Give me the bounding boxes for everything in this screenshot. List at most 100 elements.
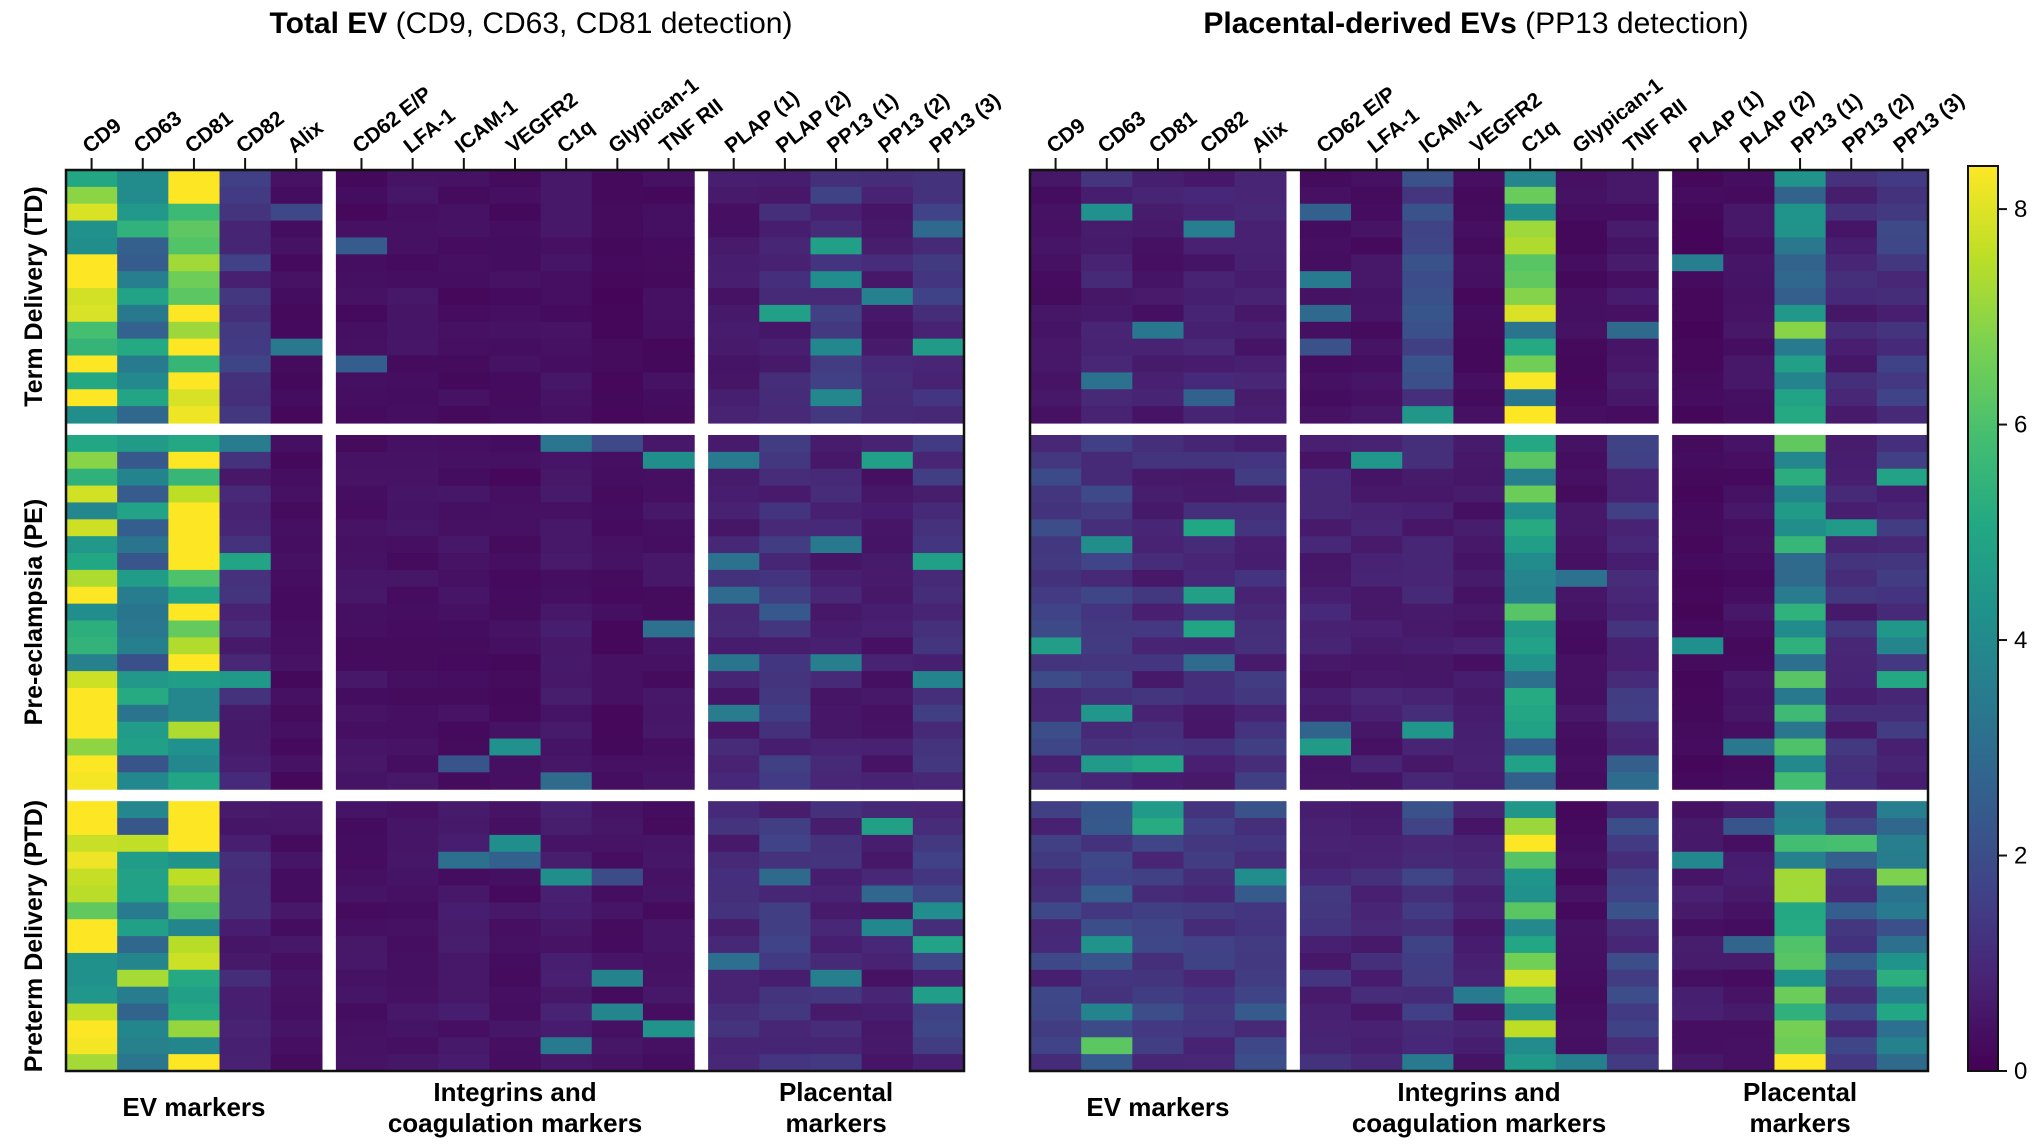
heatmap-cell: [1030, 536, 1082, 554]
heatmap-cell: [1876, 620, 1929, 638]
heatmap-cell: [1606, 986, 1659, 1005]
heatmap-cell: [1555, 721, 1608, 740]
heatmap-cell: [912, 755, 965, 773]
heatmap-cell: [270, 170, 323, 188]
heatmap-cell: [642, 355, 695, 373]
heatmap-cell: [810, 637, 863, 655]
heatmap-cell: [1876, 170, 1929, 188]
heatmap-cell: [1606, 186, 1659, 205]
heatmap-cell: [540, 1054, 593, 1072]
heatmap-cell: [270, 203, 323, 222]
heatmap-cell: [66, 569, 118, 588]
heatmap-cell: [861, 536, 914, 554]
heatmap-cell: [540, 237, 593, 255]
heatmap-cell: [1723, 586, 1776, 605]
heatmap-cell: [912, 851, 965, 870]
heatmap-cell: [1183, 1003, 1236, 1022]
heatmap-cell: [335, 952, 388, 971]
heatmap-cell: [335, 818, 388, 836]
heatmap-cell: [912, 203, 965, 222]
heatmap-cell: [1081, 254, 1133, 272]
heatmap-cell: [642, 372, 695, 390]
heatmap-cell: [66, 868, 118, 887]
heatmap-cell: [66, 936, 118, 954]
heatmap-cell: [1723, 254, 1776, 272]
heatmap-cell: [591, 755, 644, 773]
heatmap-cell: [387, 801, 439, 819]
heatmap-cell: [387, 755, 439, 773]
heatmap-cell: [1774, 519, 1827, 537]
heatmap-cell: [759, 502, 812, 520]
heatmap-cell: [1030, 936, 1082, 954]
heatmap-cell: [1453, 451, 1506, 470]
heatmap-cell: [489, 687, 542, 706]
heatmap-cell: [1299, 801, 1352, 819]
heatmap-cell: [1030, 969, 1082, 988]
heatmap-cell: [708, 485, 760, 504]
heatmap-cell: [1774, 586, 1827, 605]
heatmap-cell: [1825, 468, 1878, 487]
heatmap-cell: [810, 952, 863, 971]
heatmap-cell: [708, 603, 760, 622]
heatmap-cell: [117, 1037, 169, 1055]
heatmap-cell: [168, 738, 221, 757]
heatmap-cell: [1774, 451, 1827, 470]
heatmap-cell: [1183, 902, 1236, 920]
heatmap-cell: [1299, 355, 1352, 373]
heatmap-cell: [1234, 536, 1287, 554]
colorbar-tick-label: 0: [2014, 1058, 2027, 1085]
heatmap-cell: [861, 952, 914, 971]
heatmap-cell: [708, 254, 760, 272]
heatmap-cell: [1402, 536, 1455, 554]
heatmap-cell: [810, 721, 863, 740]
heatmap-cell: [438, 902, 491, 920]
heatmap-cell: [1030, 818, 1082, 836]
heatmap-cell: [335, 451, 388, 470]
heatmap-cell: [1774, 834, 1827, 853]
heatmap-cell: [1453, 237, 1506, 255]
heatmap-cell: [861, 704, 914, 723]
heatmap-cell: [1606, 271, 1659, 289]
heatmap-cell: [1606, 755, 1659, 773]
heatmap-cell: [1299, 952, 1352, 971]
heatmap-cell: [1081, 468, 1133, 487]
heatmap-cell: [1453, 772, 1506, 790]
heatmap-cell: [642, 1003, 695, 1022]
heatmap-cell: [591, 952, 644, 971]
heatmap-cell: [759, 220, 812, 239]
heatmap-cell: [387, 186, 439, 205]
heatmap-cell: [540, 919, 593, 937]
heatmap-cell: [1606, 237, 1659, 255]
heatmap-cell: [117, 502, 169, 520]
heatmap-cell: [1606, 372, 1659, 390]
heatmap-cell: [270, 868, 323, 887]
heatmap-cell: [335, 485, 388, 504]
heatmap-cell: [1825, 687, 1878, 706]
heatmap-cell: [438, 321, 491, 340]
heatmap-cell: [219, 372, 272, 390]
row-group-label: Preterm Delivery (PTD): [20, 800, 48, 1072]
heatmap-cell: [1132, 969, 1185, 988]
heatmap-cell: [1132, 254, 1185, 272]
heatmap-cell: [335, 321, 388, 340]
heatmap-cell: [1351, 969, 1403, 988]
heatmap-cell: [1555, 1020, 1608, 1038]
heatmap-cell: [387, 220, 439, 239]
heatmap-cell: [591, 586, 644, 605]
heatmap-cell: [912, 237, 965, 255]
heatmap-cell: [1876, 186, 1929, 205]
heatmap-cell: [1234, 902, 1287, 920]
heatmap-cell: [810, 885, 863, 903]
heatmap-cell: [759, 254, 812, 272]
heatmap-cell: [912, 936, 965, 954]
heatmap-cell: [270, 986, 323, 1005]
heatmap-cell: [642, 406, 695, 424]
heatmap-cell: [1183, 203, 1236, 222]
heatmap-cell: [438, 1020, 491, 1038]
heatmap-cell: [708, 355, 760, 373]
heatmap-cell: [438, 687, 491, 706]
heatmap-cell: [1351, 519, 1403, 537]
heatmap-cell: [591, 237, 644, 255]
heatmap-cell: [1453, 338, 1506, 357]
heatmap-cell: [1555, 952, 1608, 971]
